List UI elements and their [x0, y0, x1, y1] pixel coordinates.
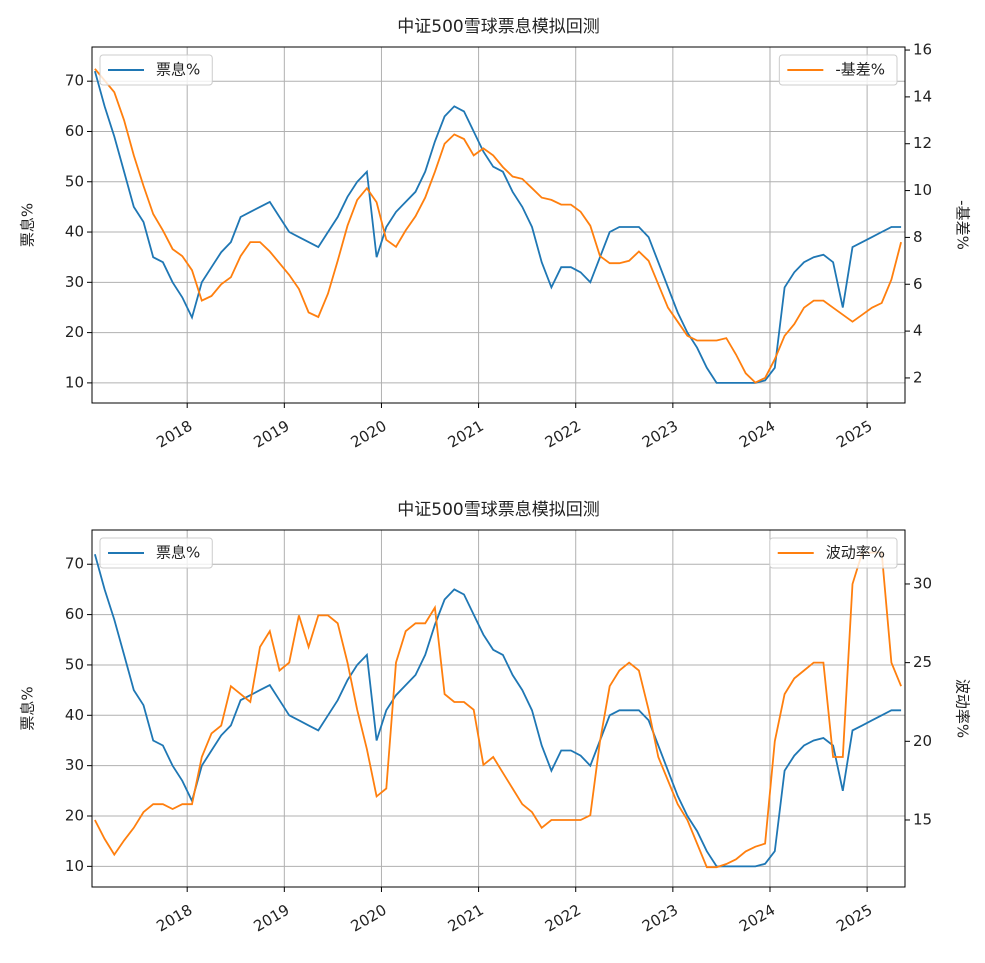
y2-tick-label: 30 — [913, 574, 932, 592]
legend-box — [778, 54, 898, 86]
y-axis-label: 票息% — [19, 203, 37, 247]
y-tick-label: 40 — [65, 706, 84, 724]
legend-box — [99, 54, 213, 86]
y-tick-label: 30 — [65, 273, 84, 291]
x-tick-label: 2025 — [833, 417, 875, 452]
legend-label: 波动率% — [826, 544, 885, 562]
series-line — [94, 70, 902, 384]
plot-frame — [91, 529, 906, 888]
y2-tick-label: 4 — [913, 322, 923, 340]
y-tick-label: 10 — [65, 373, 84, 391]
x-tick-label: 2020 — [348, 901, 390, 936]
chart-title: 中证500雪球票息模拟回测 — [397, 500, 599, 520]
legend: -基差% — [778, 54, 898, 86]
x-tick-label: 2022 — [542, 901, 584, 936]
y2-tick-label: 6 — [913, 275, 923, 293]
x-tick-label: 2025 — [833, 901, 875, 936]
x-tick-label: 2018 — [153, 901, 195, 936]
legend: 票息% — [99, 54, 213, 86]
y2-tick-label: 25 — [913, 653, 932, 671]
y-tick-label: 50 — [65, 655, 84, 673]
x-tick-label: 2018 — [153, 417, 195, 452]
series-line — [94, 551, 902, 869]
chart-title: 中证500雪球票息模拟回测 — [397, 17, 599, 37]
y-tick-label: 60 — [65, 605, 84, 623]
x-tick-label: 2023 — [639, 901, 681, 936]
x-tick-label: 2021 — [445, 417, 487, 452]
x-tick-label: 2020 — [348, 417, 390, 452]
legend: 票息% — [99, 537, 213, 569]
legend-box — [99, 537, 213, 569]
x-tick-label: 2019 — [251, 417, 293, 452]
y2-axis-label: 波动率% — [954, 679, 972, 738]
y-tick-label: 40 — [65, 223, 84, 241]
y2-tick-label: 14 — [913, 87, 932, 105]
legend: 波动率% — [769, 537, 898, 569]
y2-tick-label: 12 — [913, 134, 932, 152]
x-tick-label: 2024 — [736, 901, 778, 936]
y-tick-label: 50 — [65, 172, 84, 190]
y-tick-label: 30 — [65, 756, 84, 774]
legend-label: 票息% — [156, 544, 200, 562]
legend-label: -基差% — [835, 61, 885, 79]
y-tick-label: 70 — [65, 72, 84, 90]
y-axis-label: 票息% — [19, 686, 37, 730]
plot-frame — [91, 46, 906, 404]
y2-tick-label: 10 — [913, 181, 932, 199]
y2-tick-label: 8 — [913, 228, 923, 246]
x-tick-label: 2022 — [542, 417, 584, 452]
y-tick-label: 70 — [65, 555, 84, 573]
y2-tick-label: 15 — [913, 810, 932, 828]
x-tick-label: 2019 — [251, 901, 293, 936]
y-tick-label: 60 — [65, 122, 84, 140]
y-tick-label: 20 — [65, 323, 84, 341]
x-tick-label: 2021 — [445, 901, 487, 936]
y2-tick-label: 20 — [913, 732, 932, 750]
y-tick-label: 20 — [65, 807, 84, 825]
x-tick-label: 2024 — [736, 417, 778, 452]
y2-tick-label: 16 — [913, 41, 932, 59]
series-line — [94, 68, 902, 384]
y2-tick-label: 2 — [913, 368, 923, 386]
y2-axis-label: -基差% — [954, 200, 972, 250]
y-tick-label: 10 — [65, 857, 84, 875]
x-tick-label: 2023 — [639, 417, 681, 452]
legend-box — [769, 537, 898, 569]
series-line — [94, 553, 902, 868]
legend-label: 票息% — [156, 61, 200, 79]
